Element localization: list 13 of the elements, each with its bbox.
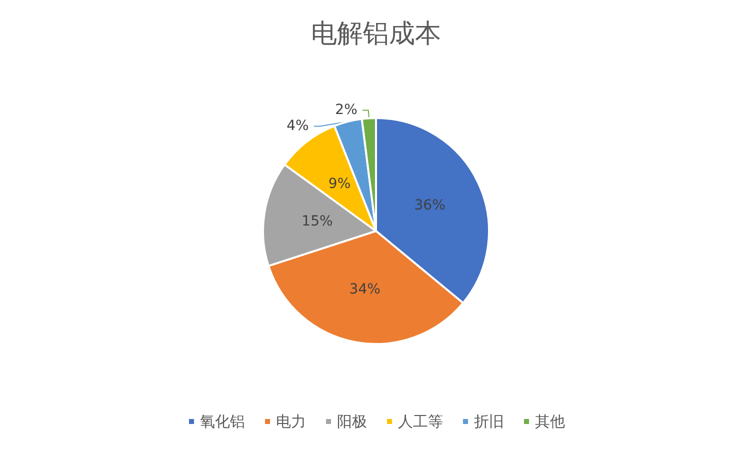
legend-label: 电力 [276,412,306,430]
data-label: 34% [349,281,380,298]
data-label: 9% [328,176,351,192]
legend-label: 氧化铝 [200,412,245,430]
data-label: 4% [286,118,309,134]
chart-title: 电解铝成本 [311,19,441,49]
data-label: 15% [302,214,333,230]
legend-label: 人工等 [398,412,443,430]
data-label: 2% [335,102,358,118]
legend-label: 折旧 [474,412,504,430]
legend-label: 其他 [535,412,565,430]
legend-label: 阳极 [337,412,367,430]
data-label: 36% [414,198,446,214]
